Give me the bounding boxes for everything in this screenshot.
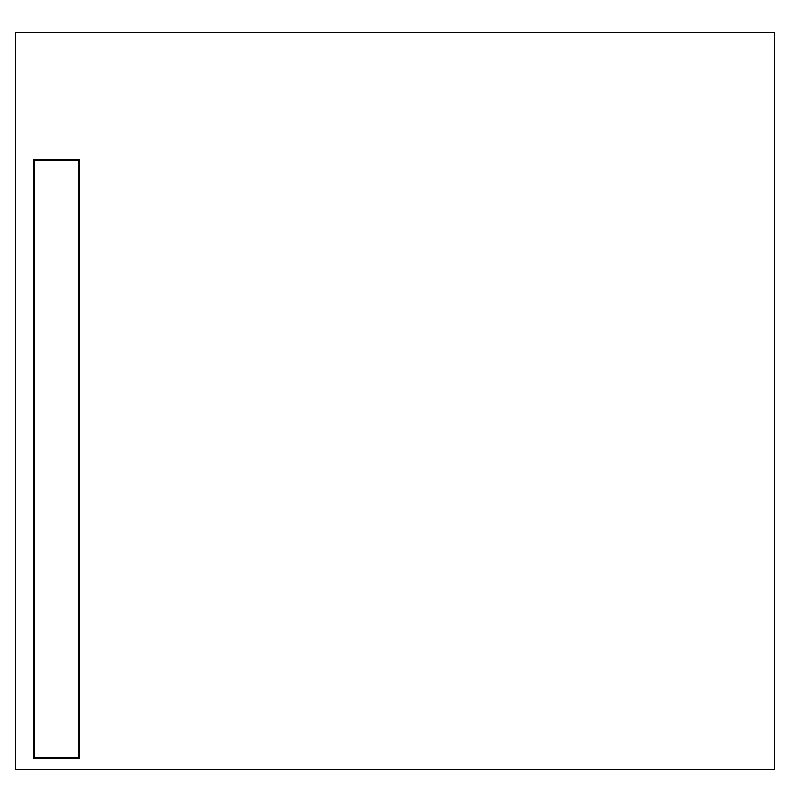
colorbar-gradient [35, 161, 82, 761]
map-frame [15, 32, 775, 770]
colorbar [33, 159, 82, 761]
wind-field-container [16, 33, 774, 769]
wind-barbs-overlay [16, 33, 774, 769]
colorbar-box [33, 159, 82, 761]
